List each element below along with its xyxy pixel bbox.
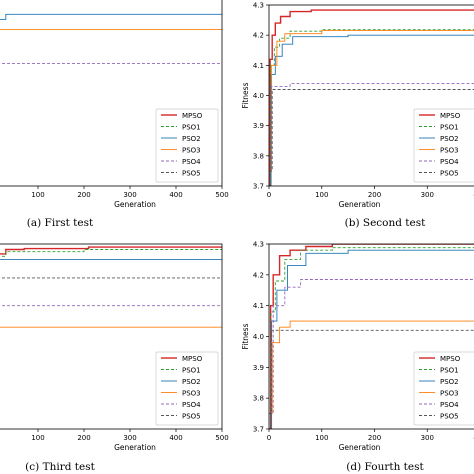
y-tick-label: 4.2 <box>253 32 264 40</box>
y-tick-label: 4.1 <box>253 62 264 70</box>
legend-label-pso5: PSO5 <box>182 413 201 421</box>
series-line-mpso <box>0 246 222 255</box>
legend-label-pso5: PSO5 <box>440 413 459 421</box>
y-tick-label: 3.7 <box>253 426 264 434</box>
chart-panel-4: 01002003004003.73.83.94.04.14.24.3Genera… <box>241 241 474 473</box>
legend-label-mpso: MPSO <box>440 355 461 363</box>
legend-label-pso4: PSO4 <box>182 158 201 166</box>
legend-label-mpso: MPSO <box>440 112 461 120</box>
series-line-pso4 <box>269 279 474 415</box>
x-axis-label: Generation <box>114 200 156 209</box>
x-axis-label: Generation <box>339 443 381 452</box>
y-tick-label: 3.9 <box>253 364 264 372</box>
legend-box <box>413 108 474 183</box>
legend-label-pso3: PSO3 <box>182 147 201 155</box>
x-tick-label: 500 <box>215 191 228 199</box>
x-tick-label: 400 <box>169 191 182 199</box>
x-tick-label: 200 <box>77 434 90 442</box>
figure-caption: (d) Fourth test <box>346 461 424 473</box>
series-group <box>269 244 474 429</box>
series-line-pso2 <box>269 249 474 429</box>
plot-frame <box>0 0 223 187</box>
y-tick-label: 3.9 <box>253 122 264 130</box>
y-tick-label: 4.2 <box>253 271 264 279</box>
legend-label-pso1: PSO1 <box>182 124 201 132</box>
legend-label-pso4: PSO4 <box>440 401 459 409</box>
legend-label-pso2: PSO2 <box>440 135 459 143</box>
x-axis-label: Generation <box>339 200 381 209</box>
series-line-pso5 <box>269 329 474 415</box>
chart-panel-2: 01002003004003.73.83.94.04.14.24.3Genera… <box>241 2 474 229</box>
y-axis-label: Fitness <box>241 82 250 108</box>
series-line-pso1 <box>269 247 474 429</box>
x-tick-label: 200 <box>77 191 90 199</box>
x-tick-label: 200 <box>368 191 381 199</box>
y-tick-label: 4.3 <box>253 2 264 10</box>
x-tick-label: 100 <box>315 434 328 442</box>
y-tick-label: 4.1 <box>253 302 264 310</box>
x-tick-label: 500 <box>215 434 228 442</box>
y-tick-label: 3.8 <box>253 152 264 160</box>
series-line-mpso <box>269 244 474 429</box>
x-tick-label: 100 <box>315 191 328 199</box>
x-tick-label: 300 <box>421 191 434 199</box>
x-tick-label: 300 <box>123 434 136 442</box>
x-tick-label: 0 <box>267 191 271 199</box>
series-group <box>269 9 474 186</box>
series-line-pso2 <box>0 13 222 20</box>
legend-label-pso2: PSO2 <box>182 378 201 386</box>
y-tick-label: 4.0 <box>253 333 264 341</box>
legend-label-pso3: PSO3 <box>440 390 459 398</box>
legend-label-pso1: PSO1 <box>440 124 459 132</box>
series-line-pso3 <box>269 320 474 415</box>
legend-label-pso5: PSO5 <box>182 170 201 178</box>
series-line-pso2 <box>269 34 474 186</box>
x-tick-label: 100 <box>31 191 44 199</box>
legend-label-pso1: PSO1 <box>182 367 201 375</box>
figure-caption: (c) Third test <box>25 461 95 473</box>
y-tick-label: 4.0 <box>253 92 264 100</box>
series-line-pso1 <box>269 29 474 186</box>
legend-box <box>413 351 474 426</box>
chart-panel-1: 0100200300400500GenerationMPSOPSO1PSO2PS… <box>0 0 229 229</box>
x-tick-label: 300 <box>123 191 136 199</box>
y-tick-label: 3.8 <box>253 395 264 403</box>
y-tick-label: 4.3 <box>253 241 264 249</box>
series-group <box>0 246 222 328</box>
legend-label-pso3: PSO3 <box>182 390 201 398</box>
chart-panel-3: 0100200300400500GenerationMPSOPSO1PSO2PS… <box>0 243 229 473</box>
legend-label-pso4: PSO4 <box>182 401 201 409</box>
y-tick-label: 3.7 <box>253 183 264 191</box>
series-line-mpso <box>269 9 474 186</box>
legend-label-pso1: PSO1 <box>440 367 459 375</box>
legend-label-mpso: MPSO <box>182 112 203 120</box>
legend-label-pso5: PSO5 <box>440 170 459 178</box>
legend-label-pso3: PSO3 <box>440 147 459 155</box>
series-group <box>0 13 222 65</box>
x-tick-label: 400 <box>169 434 182 442</box>
series-line-pso1 <box>0 249 222 257</box>
legend-label-mpso: MPSO <box>182 355 203 363</box>
x-tick-label: 100 <box>31 434 44 442</box>
series-line-pso5 <box>269 89 474 172</box>
y-axis-label: Fitness <box>241 323 250 349</box>
legend-box <box>155 108 219 183</box>
plot-frame <box>0 243 223 430</box>
x-tick-label: 0 <box>267 434 271 442</box>
x-axis-label: Generation <box>114 443 156 452</box>
figure-caption: (b) Second test <box>345 217 427 229</box>
legend-label-pso4: PSO4 <box>440 158 459 166</box>
legend-label-pso2: PSO2 <box>440 378 459 386</box>
legend-label-pso2: PSO2 <box>182 135 201 143</box>
x-tick-label: 200 <box>368 434 381 442</box>
legend-box <box>155 351 219 426</box>
x-tick-label: 300 <box>421 434 434 442</box>
figure-caption: (a) First test <box>27 217 94 229</box>
